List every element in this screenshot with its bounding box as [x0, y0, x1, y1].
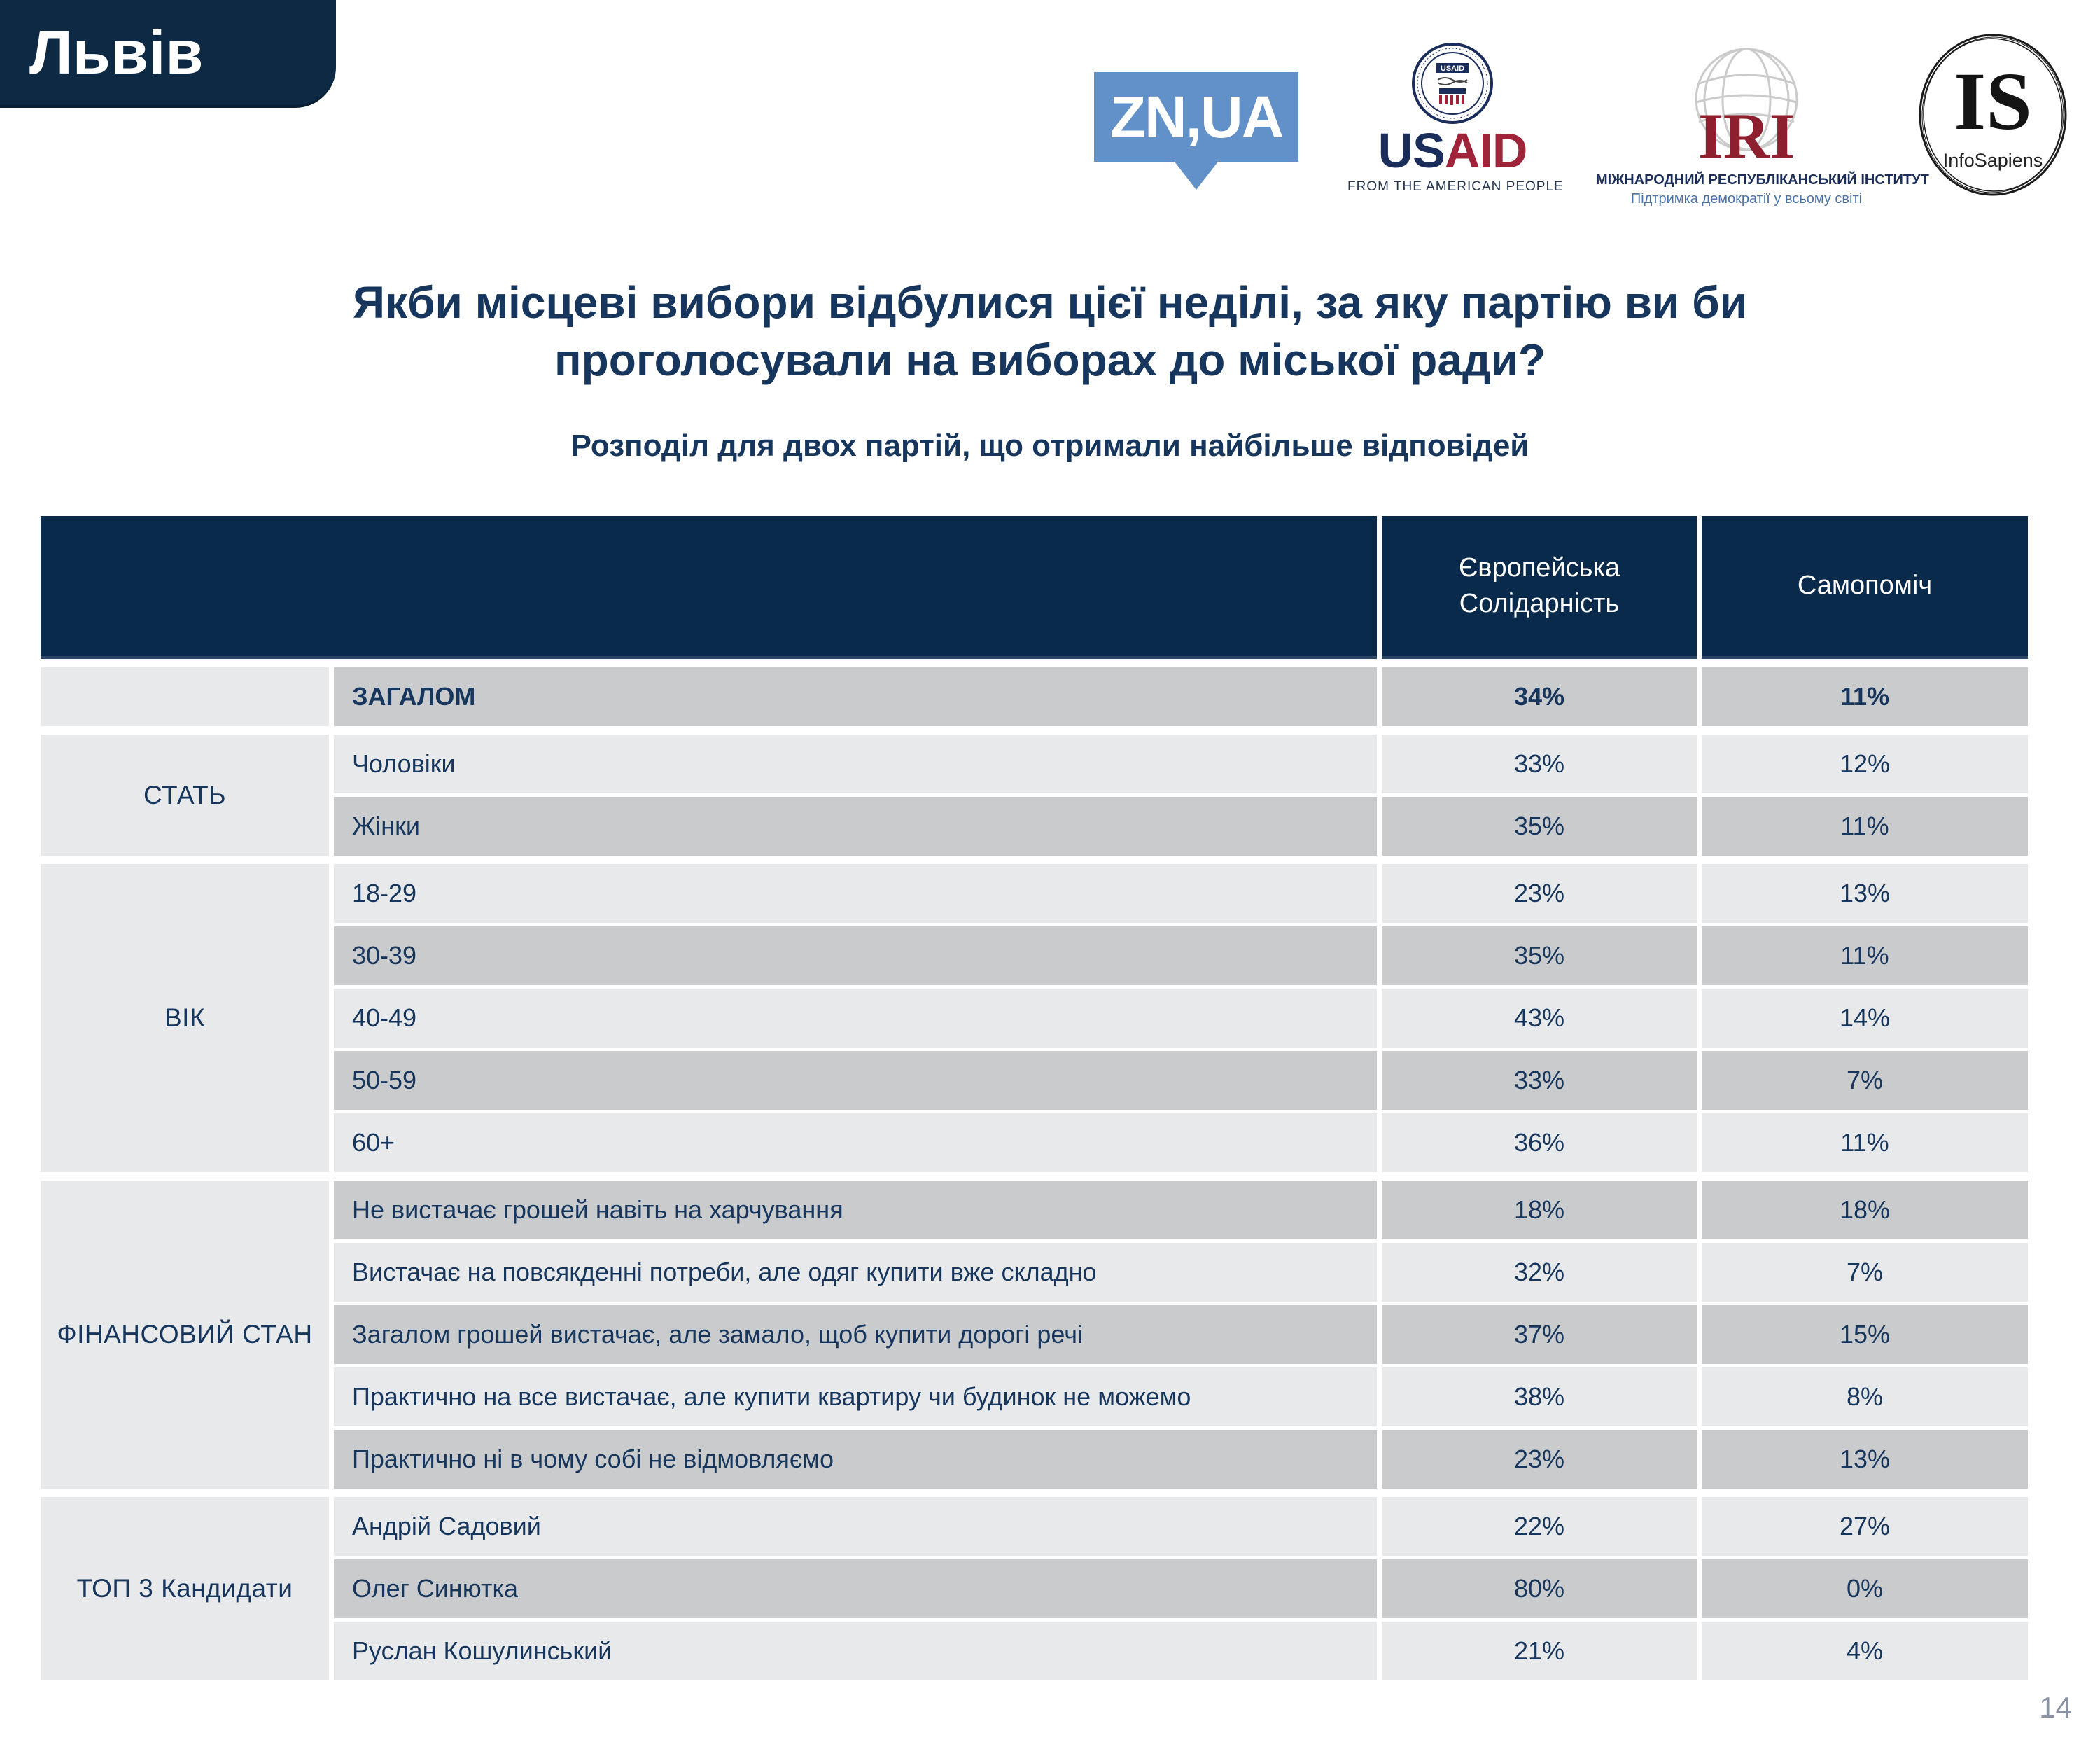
- row-label: 60+: [334, 1113, 1377, 1172]
- value-cell-party1: 36%: [1382, 1113, 1697, 1172]
- row-label: 18-29: [334, 864, 1377, 923]
- row-label: 50-59: [334, 1051, 1377, 1110]
- value-cell-party1: 35%: [1382, 926, 1697, 985]
- svg-text:USAID: USAID: [1441, 64, 1464, 73]
- results-table: Європейська Солідарність Самопоміч ЗАГАЛ…: [41, 516, 2028, 1680]
- value-cell-party2: 7%: [1702, 1051, 2028, 1110]
- row-label: Практично ні в чому собі не відмовляємо: [334, 1430, 1377, 1489]
- value-cell-party2: 7%: [1702, 1243, 2028, 1302]
- category-cell: [41, 667, 329, 726]
- row-label: Практично на все вистачає, але купити кв…: [334, 1367, 1377, 1426]
- table-body: ЗАГАЛОМ 34% 11% СТАТЬ Чоловіки 33% 12% Жінки 35%…: [41, 667, 2028, 1680]
- table-group: ФІНАНСОВИЙ СТАН Не вистачає грошей навіть…: [41, 1181, 2028, 1489]
- value-cell-party1: 22%: [1382, 1497, 1697, 1556]
- infosapiens-logo: IS InfoSapiens: [1914, 29, 2072, 204]
- category-cell: ВІК: [41, 864, 329, 1172]
- table-header-row: Європейська Солідарність Самопоміч: [41, 516, 2028, 659]
- value-cell-party2: 13%: [1702, 1430, 2028, 1489]
- value-cell-party2: 18%: [1702, 1181, 2028, 1239]
- slide-title-line1: Якби місцеві вибори відбулися цієї неділ…: [352, 277, 1748, 328]
- row-label: Руслан Кошулинський: [334, 1622, 1377, 1680]
- value-cell-party2: 11%: [1702, 1113, 2028, 1172]
- value-cell-party2: 14%: [1702, 989, 2028, 1048]
- category-cell: ФІНАНСОВИЙ СТАН: [41, 1181, 329, 1489]
- row-label: 30-39: [334, 926, 1377, 985]
- category-cell: ТОП 3 Кандидати: [41, 1497, 329, 1680]
- row-label: Жінки: [334, 797, 1377, 856]
- value-cell-party2: 11%: [1702, 797, 2028, 856]
- category-cell: СТАТЬ: [41, 735, 329, 856]
- infosapiens-ellipse-icon: IS InfoSapiens: [1919, 34, 2067, 196]
- iri-logo: IRI МІЖНАРОДНИЙ РЕСПУБЛІКАНСЬКИЙ ІНСТИТУ…: [1596, 43, 1929, 207]
- row-label: Не вистачає грошей навіть на харчування: [334, 1181, 1377, 1239]
- value-cell-party2: 8%: [1702, 1367, 2028, 1426]
- value-cell-party1: 38%: [1382, 1367, 1697, 1426]
- value-cell-party2: 11%: [1702, 926, 2028, 985]
- row-label: Вистачає на повсякденні потреби, але одя…: [334, 1243, 1377, 1302]
- value-cell-party1: 34%: [1382, 667, 1697, 726]
- usaid-wordmark-aid: AID: [1444, 123, 1528, 178]
- znua-logo: ZN,UA: [1094, 72, 1298, 190]
- value-cell-party1: 43%: [1382, 989, 1697, 1048]
- svg-text:IS: IS: [1954, 55, 2032, 147]
- column-header-party1: Європейська Солідарність: [1382, 516, 1697, 659]
- value-cell-party1: 35%: [1382, 797, 1697, 856]
- iri-tagline: Підтримка демократії у всьому світі: [1630, 191, 1863, 207]
- value-cell-party1: 32%: [1382, 1243, 1697, 1302]
- iri-name-line: МІЖНАРОДНИЙ РЕСПУБЛІКАНСЬКИЙ ІНСТИТУТ: [1596, 172, 1929, 188]
- slide-title: Якби місцеві вибори відбулися цієї неділ…: [70, 274, 2030, 389]
- value-cell-party1: 33%: [1382, 1051, 1697, 1110]
- column-header-party2: Самопоміч: [1702, 516, 2028, 659]
- value-cell-party1: 23%: [1382, 864, 1697, 923]
- region-label: Львів: [29, 18, 204, 87]
- row-label: ЗАГАЛОМ: [334, 667, 1377, 726]
- usaid-wordmark-us: US: [1378, 123, 1446, 178]
- value-cell-party2: 0%: [1702, 1559, 2028, 1618]
- value-cell-party1: 37%: [1382, 1305, 1697, 1364]
- slide-subtitle: Розподіл для двох партій, що отримали на…: [570, 429, 1530, 463]
- page-number: 14: [2039, 1691, 2072, 1724]
- table-corner-cell: [41, 516, 1377, 659]
- value-cell-party1: 80%: [1382, 1559, 1697, 1618]
- value-cell-party2: 13%: [1702, 864, 2028, 923]
- table-group: ВІК 18-29 23% 13% 30-39 35% 11% 40-49 43% 14% 50-5…: [41, 864, 2028, 1172]
- value-cell-party2: 15%: [1702, 1305, 2028, 1364]
- table-group: ТОП 3 Кандидати Андрій Садовий 22% 27% Олег …: [41, 1497, 2028, 1680]
- row-label: Загалом грошей вистачає, але замало, щоб…: [334, 1305, 1377, 1364]
- usaid-seal-icon: USAID: [1412, 43, 1493, 124]
- value-cell-party1: 21%: [1382, 1622, 1697, 1680]
- value-cell-party2: 27%: [1702, 1497, 2028, 1556]
- row-label: Андрій Садовий: [334, 1497, 1377, 1556]
- infosapiens-name: InfoSapiens: [1943, 150, 2043, 171]
- value-cell-party2: 12%: [1702, 735, 2028, 793]
- table-group: ЗАГАЛОМ 34% 11%: [41, 667, 2028, 726]
- usaid-wordmark: USAID: [1348, 126, 1558, 175]
- value-cell-party1: 18%: [1382, 1181, 1697, 1239]
- value-cell-party2: 11%: [1702, 667, 2028, 726]
- value-cell-party1: 33%: [1382, 735, 1697, 793]
- value-cell-party2: 4%: [1702, 1622, 2028, 1680]
- iri-globe-icon: [1695, 48, 1798, 151]
- iri-acronym: IRI: [1698, 100, 1795, 172]
- region-badge: Львів: [0, 0, 336, 108]
- value-cell-party1: 23%: [1382, 1430, 1697, 1489]
- usaid-logo: USAID USAID FROM THE AMERICAN PEOPLE: [1348, 42, 1564, 195]
- row-label: Олег Синютка: [334, 1559, 1377, 1618]
- row-label: Чоловіки: [334, 735, 1377, 793]
- table-group: СТАТЬ Чоловіки 33% 12% Жінки 35% 11%: [41, 735, 2028, 856]
- usaid-tagline: FROM THE AMERICAN PEOPLE: [1348, 179, 1564, 194]
- row-label: 40-49: [334, 989, 1377, 1048]
- slide-title-line2: проголосували на виборах до міської ради…: [554, 334, 1546, 385]
- znua-logo-text: ZN,UA: [1110, 83, 1284, 150]
